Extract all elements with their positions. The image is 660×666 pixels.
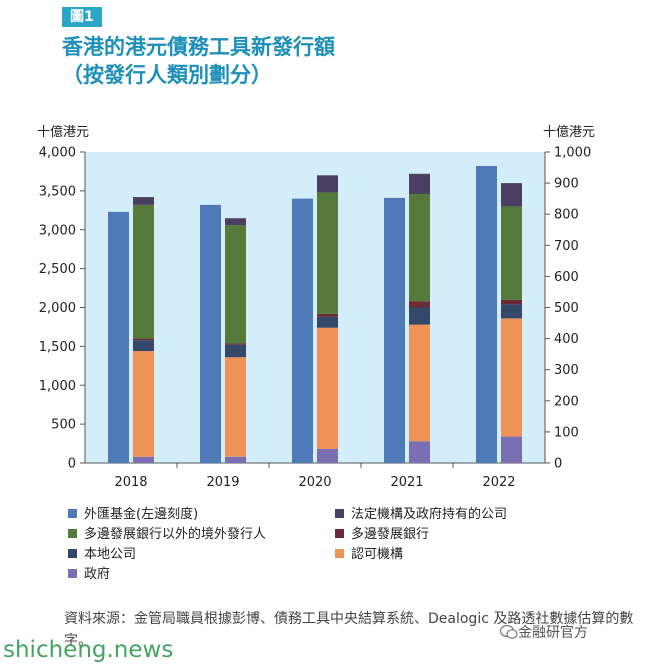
bar-stack-authorized-2020 [317,327,338,450]
legend-item-mdb: 多邊發展銀行 [335,523,429,542]
bar-stack-statutory-2020 [317,175,338,193]
bar-stack-local_corp-2019 [225,344,246,358]
legend-item-overseas: 多邊發展銀行以外的境外發行人 [68,523,266,542]
bar-stack-government-2022 [501,436,522,463]
bar-stack-authorized-2022 [501,318,522,437]
chart-title-line2: （按發行人類別劃分） [62,63,272,87]
legend-item-authorized: 認可機構 [335,543,403,562]
bar-stack-authorized-2018 [133,351,154,457]
bar-stack-local_corp-2020 [317,316,338,328]
watermark-site: shicheng.news [3,637,174,663]
bar-stack-statutory-2022 [501,183,522,207]
bar-stack-overseas-2018 [133,204,154,339]
right-axis-tick-label: 0 [554,457,562,472]
legend-swatch [335,509,344,518]
chart-title-line1: 香港的港元債務工具新發行額 [62,35,335,59]
legend-swatch [335,529,344,538]
legend-swatch [335,549,344,558]
bar-stack-statutory-2018 [133,197,154,205]
right-axis-tick-label: 500 [554,301,579,316]
legend-item-government: 政府 [68,563,110,582]
left-axis-tick-label: 1,500 [39,340,76,355]
legend-label: 本地公司 [84,547,137,562]
right-axis-tick-label: 800 [554,208,579,223]
bar-stack-mdb-2019 [225,343,246,345]
legend-swatch [68,569,77,578]
legend-label: 多邊發展銀行 [351,527,430,542]
right-axis-tick-label: 100 [554,425,579,440]
chat-bubble-icon [500,624,518,639]
legend-swatch [68,549,77,558]
bar-stack-mdb-2020 [317,313,338,317]
x-axis-tick-label: 2021 [390,475,423,490]
left-axis-tick-label: 0 [68,457,76,472]
left-axis-tick-label: 3,500 [39,184,76,199]
bar-stack-government-2021 [409,441,430,463]
legend-swatch [68,529,77,538]
legend-label: 外匯基金(左邊刻度) [84,507,199,522]
legend-label: 政府 [84,567,111,582]
legend-item-exchange_fund: 外匯基金(左邊刻度) [68,503,198,522]
watermark-account: 金融研官方 [518,625,588,641]
bar-stack-statutory-2019 [225,218,246,226]
legend-label: 法定機構及政府持有的公司 [351,507,508,522]
right-axis-tick-label: 700 [554,239,579,254]
legend-item-statutory: 法定機構及政府持有的公司 [335,503,507,522]
legend-label: 認可機構 [351,547,404,562]
x-axis-tick-label: 2022 [482,475,515,490]
bar-exchange-fund-2022 [476,165,497,463]
bar-stack-government-2020 [317,449,338,463]
bar-exchange-fund-2019 [200,204,221,463]
chart-title: 香港的港元債務工具新發行額 （按發行人類別劃分） [62,33,335,89]
bar-stack-overseas-2022 [501,206,522,300]
right-axis-tick-label: 400 [554,332,579,347]
bar-stack-government-2018 [133,456,154,463]
x-axis-tick-label: 2019 [206,475,239,490]
plot-background [85,152,545,463]
bar-exchange-fund-2020 [292,198,313,463]
legend-label: 多邊發展銀行以外的境外發行人 [84,527,267,542]
left-axis-unit: 十億港元 [37,125,90,140]
left-axis-tick-label: 1,000 [39,379,76,394]
bar-stack-authorized-2019 [225,357,246,457]
bar-stack-authorized-2021 [409,324,430,442]
legend-swatch [68,509,77,518]
right-axis-tick-label: 200 [554,394,579,409]
right-axis-tick-label: 1,000 [554,146,591,161]
left-axis-tick-label: 4,000 [39,146,76,161]
source-note: 資料來源：金管局職員根據彭博、債務工具中央結算系統、Dealogic 及路透社數… [64,611,634,649]
bar-stack-mdb-2018 [133,338,154,341]
left-axis-tick-label: 2,500 [39,262,76,277]
left-axis-tick-label: 2,000 [39,301,76,316]
bar-stack-local_corp-2018 [133,340,154,352]
left-axis-tick-label: 3,000 [39,223,76,238]
bar-chart: 0 500 1,000 1,500 2,000 2,500 3,000 3,500 4,000 0… [39,146,591,491]
x-axis-tick-label: 2020 [298,475,331,490]
figure-label: 圖1 [62,7,102,27]
bar-exchange-fund-2021 [384,197,405,463]
bar-stack-statutory-2021 [409,173,430,194]
x-axis-tick-label: 2018 [114,475,147,490]
left-axis-tick-label: 500 [51,418,76,433]
right-axis-tick-label: 300 [554,363,579,378]
legend-item-local_corp: 本地公司 [68,543,136,562]
bar-stack-government-2019 [225,456,246,463]
bar-exchange-fund-2018 [108,211,129,463]
right-axis-tick-label: 900 [554,177,579,192]
bar-stack-overseas-2020 [317,192,338,314]
bar-stack-overseas-2019 [225,225,246,344]
bar-stack-local_corp-2022 [501,304,522,319]
right-axis-unit: 十億港元 [543,125,596,140]
bar-stack-local_corp-2021 [409,307,430,325]
right-axis-tick-label: 600 [554,270,579,285]
bar-stack-overseas-2021 [409,193,430,302]
bar-stack-mdb-2022 [501,299,522,305]
bar-stack-mdb-2021 [409,301,430,308]
